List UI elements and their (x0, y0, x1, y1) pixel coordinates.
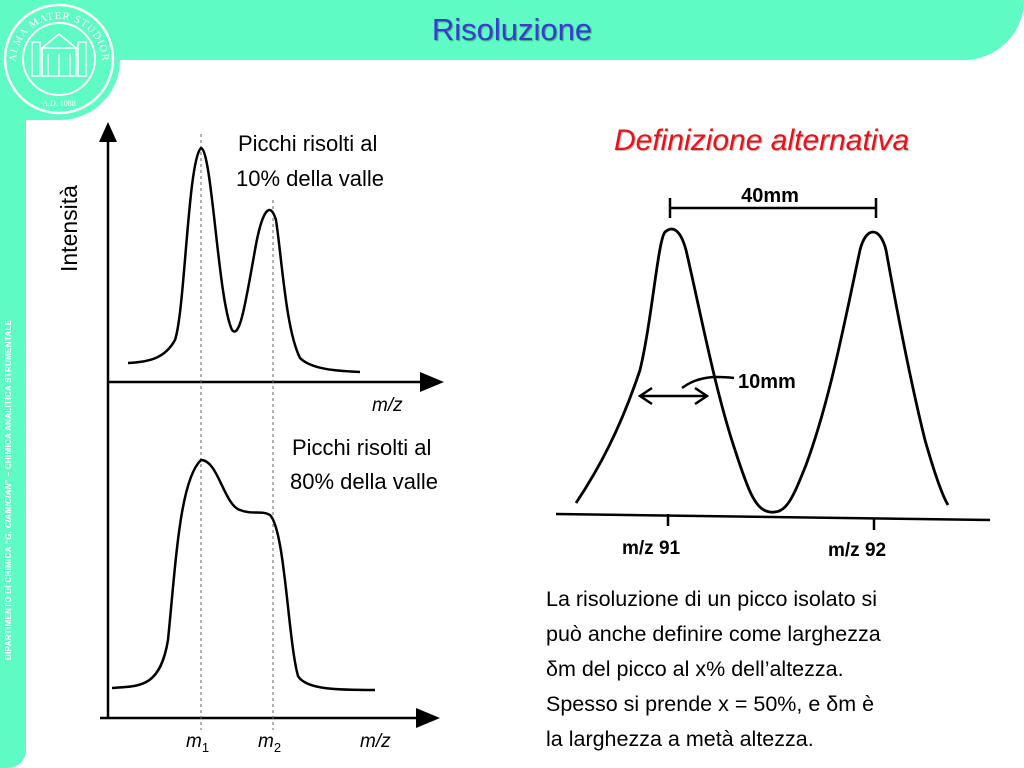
bottom-peaks-curve (111, 458, 376, 692)
top-caption-line2: 10% della valle (236, 166, 384, 191)
bottom-caption-line1: Picchi risolti al (292, 435, 432, 460)
right-arrowhead-icon (694, 386, 710, 406)
university-seal-icon: ALMA MATER STUDIORUM A.D. 1088 (2, 2, 115, 115)
left-arrowhead-icon (637, 386, 653, 406)
explanation-paragraph: La risoluzione di un picco isolato si pu… (546, 582, 996, 757)
paragraph-line: Spesso si prende x = 50%, e δm è (546, 692, 875, 716)
distance-label: 40mm (741, 185, 799, 207)
alternative-definition-title: Definizione alternativa (614, 124, 910, 157)
left-band (0, 0, 26, 768)
bottom-caption-line2: 80% della valle (290, 469, 438, 494)
y-axis-arrow-icon (99, 122, 117, 142)
peak1-label: m/z 91 (622, 538, 681, 559)
m2-label: m2 (258, 731, 281, 755)
m1-label: m1 (186, 731, 209, 755)
width-label: 10mm (738, 371, 796, 393)
x-label-top: m/z (372, 395, 403, 416)
paragraph-line: δm del picco al x% dell’altezza. (546, 657, 844, 681)
seal-year: A.D. 1088 (42, 99, 76, 108)
slide-title: Risoluzione (431, 12, 593, 47)
top-peaks-curve (127, 146, 361, 374)
x-label-bottom: m/z (360, 731, 391, 752)
peak2-label: m/z 92 (828, 540, 886, 561)
width-leader-line (681, 375, 735, 390)
x-axis-bottom-arrow-icon (416, 708, 440, 728)
paragraph-line: può anche definire come larghezza (546, 622, 881, 646)
x-axis-top-arrow-icon (420, 372, 444, 392)
paragraph-line: La risoluzione di un picco isolato si (546, 587, 878, 611)
paragraph-line: la larghezza a metà altezza. (546, 727, 814, 751)
header-band (0, 0, 1024, 60)
top-caption-line1: Picchi risolti al (238, 131, 378, 156)
peaks-curve (574, 227, 950, 514)
baseline (555, 512, 991, 522)
